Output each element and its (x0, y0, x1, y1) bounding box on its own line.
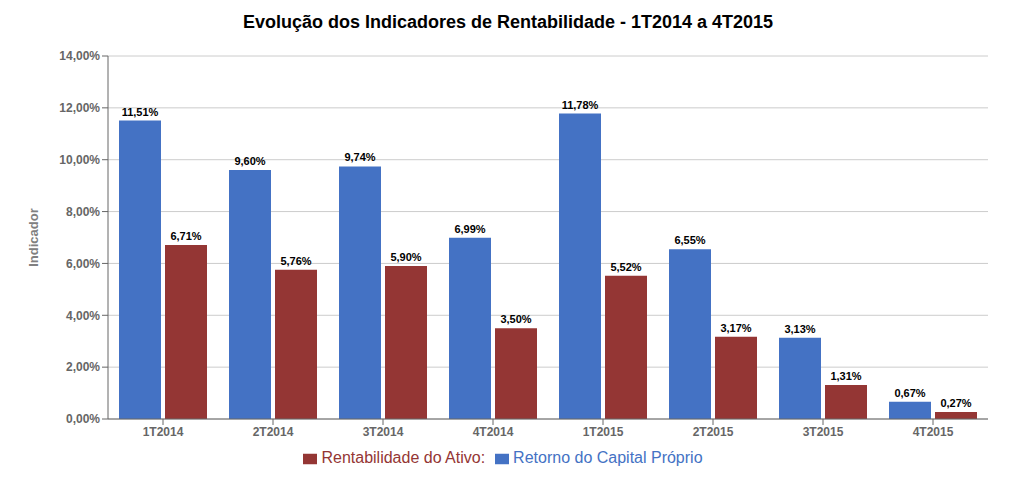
svg-text:11,78%: 11,78% (562, 99, 599, 111)
svg-text:0,67%: 0,67% (894, 387, 925, 399)
svg-text:4,00%: 4,00% (66, 309, 100, 323)
svg-text:6,55%: 6,55% (674, 234, 705, 246)
svg-text:0,00%: 0,00% (66, 412, 100, 426)
html-text:Evolução dos Indicadores de Re: Evolução dos Indicadores de Rentabilidad… (242, 12, 774, 32)
svg-text:1T2014: 1T2014 (143, 425, 184, 439)
svg-text:2,00%: 2,00% (66, 360, 100, 374)
svg-text:3,13%: 3,13% (784, 323, 815, 335)
svg-text:6,99%: 6,99% (454, 223, 485, 235)
svg-text:14,00%: 14,00% (59, 49, 100, 63)
svg-text:4T2014: 4T2014 (473, 425, 514, 439)
svg-text:9,74%: 9,74% (344, 151, 375, 163)
svg-text:3T2014: 3T2014 (363, 425, 404, 439)
svg-text:Indicador: Indicador (26, 208, 41, 267)
svg-text:4T2015: 4T2015 (913, 425, 954, 439)
svg-text:5,76%: 5,76% (280, 255, 311, 267)
svg-text:9,60%: 9,60% (234, 155, 265, 167)
svg-text:6,71%: 6,71% (170, 230, 201, 242)
svg-text:6,00%: 6,00% (66, 257, 100, 271)
html-text:Retorno do Capital Próprio: Retorno do Capital Próprio (513, 449, 703, 466)
svg-text:1T2015: 1T2015 (583, 425, 624, 439)
svg-text:0,27%: 0,27% (940, 397, 971, 409)
svg-text:8,00%: 8,00% (66, 205, 100, 219)
svg-text:5,52%: 5,52% (610, 261, 641, 273)
svg-text:2T2014: 2T2014 (253, 425, 294, 439)
svg-text:3,50%: 3,50% (500, 313, 531, 325)
svg-text:5,90%: 5,90% (390, 251, 421, 263)
svg-text:12,00%: 12,00% (59, 101, 100, 115)
svg-text:3,17%: 3,17% (720, 322, 751, 334)
svg-text:2T2015: 2T2015 (693, 425, 734, 439)
svg-text:11,51%: 11,51% (122, 106, 159, 118)
svg-text:10,00%: 10,00% (59, 153, 100, 167)
svg-text:3T2015: 3T2015 (803, 425, 844, 439)
html-text:Rentabilidade do Ativo:: Rentabilidade do Ativo: (321, 449, 486, 466)
svg-text:1,31%: 1,31% (830, 370, 861, 382)
